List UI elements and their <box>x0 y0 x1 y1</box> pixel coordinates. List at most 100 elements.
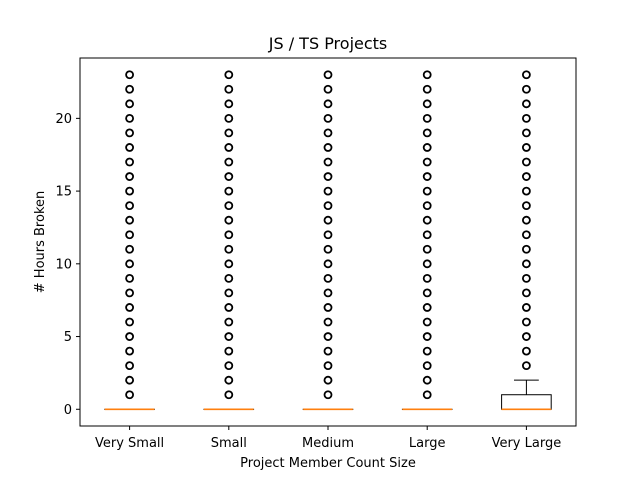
outlier-point <box>224 375 234 385</box>
outlier-point <box>224 128 234 138</box>
outlier-point <box>323 201 333 211</box>
outlier-point <box>422 201 432 211</box>
outlier-point <box>224 244 234 254</box>
outlier-point <box>125 70 135 80</box>
outlier-point <box>422 259 432 269</box>
outlier-point <box>125 317 135 327</box>
outlier-point <box>422 230 432 240</box>
outlier-point <box>224 288 234 298</box>
outlier-point <box>125 143 135 152</box>
outlier-point <box>323 113 333 123</box>
y-tick-label: 5 <box>64 330 72 345</box>
outlier-point <box>422 244 432 254</box>
outlier-point <box>422 273 432 283</box>
outlier-point <box>224 361 234 371</box>
outlier-point <box>522 172 531 181</box>
x-tick-label: Large <box>409 436 446 451</box>
outlier-point <box>323 375 333 385</box>
outlier-point <box>522 259 531 269</box>
outlier-point <box>422 361 432 371</box>
outlier-point <box>224 113 234 123</box>
outlier-point <box>522 230 531 240</box>
outlier-point <box>323 143 333 152</box>
outlier-point <box>323 317 333 327</box>
outlier-point <box>125 128 135 138</box>
outlier-point <box>323 332 333 341</box>
outlier-point <box>224 259 234 269</box>
outlier-point <box>522 99 531 109</box>
outlier-point <box>125 172 135 181</box>
outlier-point <box>224 215 234 225</box>
outlier-point <box>422 128 432 138</box>
outlier-point <box>323 99 333 109</box>
outlier-point <box>323 244 333 254</box>
outlier-point <box>323 288 333 298</box>
outlier-point <box>422 303 432 312</box>
y-tick-label: 20 <box>55 112 72 127</box>
outlier-point <box>522 84 531 94</box>
outlier-point <box>522 143 531 152</box>
outlier-point <box>522 332 531 341</box>
outlier-point <box>125 244 135 254</box>
outlier-point <box>125 332 135 341</box>
outlier-point <box>522 157 531 167</box>
x-tick-label: Very Small <box>95 436 164 451</box>
outlier-point <box>323 172 333 181</box>
outlier-point <box>224 172 234 181</box>
outlier-point <box>522 346 531 356</box>
outlier-point <box>522 113 531 123</box>
outlier-point <box>323 186 333 196</box>
y-tick-label: 15 <box>55 185 72 200</box>
outlier-point <box>125 201 135 211</box>
outlier-point <box>323 84 333 94</box>
outlier-point <box>422 113 432 123</box>
outlier-point <box>125 230 135 240</box>
outlier-point <box>522 317 531 327</box>
outlier-point <box>522 201 531 211</box>
outlier-point <box>522 70 531 80</box>
outlier-point <box>224 201 234 211</box>
outlier-point <box>224 317 234 327</box>
outlier-point <box>125 259 135 269</box>
outlier-point <box>422 390 432 400</box>
outlier-point <box>125 99 135 109</box>
outlier-point <box>323 230 333 240</box>
x-tick-label: Very Large <box>492 436 562 451</box>
outlier-point <box>422 346 432 356</box>
outlier-point <box>422 157 432 167</box>
y-axis-label: # Hours Broken <box>33 191 48 293</box>
outlier-point <box>125 390 135 400</box>
outlier-point <box>522 303 531 312</box>
outlier-point <box>522 361 531 371</box>
outlier-point <box>522 128 531 138</box>
outlier-point <box>522 215 531 225</box>
outlier-point <box>224 346 234 356</box>
outlier-point <box>323 273 333 283</box>
outlier-point <box>323 215 333 225</box>
outlier-point <box>224 303 234 312</box>
outlier-point <box>422 99 432 109</box>
outlier-point <box>323 390 333 400</box>
outlier-point <box>323 303 333 312</box>
outlier-point <box>422 215 432 225</box>
outlier-point <box>224 230 234 240</box>
outlier-point <box>224 70 234 80</box>
outlier-point <box>522 273 531 283</box>
outlier-point <box>125 84 135 94</box>
y-tick-label: 0 <box>64 403 72 418</box>
x-axis-label: Project Member Count Size <box>240 456 416 471</box>
outlier-point <box>125 113 135 123</box>
outlier-point <box>125 157 135 167</box>
outlier-point <box>422 375 432 385</box>
outlier-point <box>125 186 135 196</box>
box-very-large <box>501 394 552 410</box>
chart-title: JS / TS Projects <box>268 34 388 53</box>
x-tick-label: Small <box>211 436 247 451</box>
outlier-point <box>125 273 135 283</box>
outlier-point <box>125 288 135 298</box>
x-tick-label: Medium <box>302 436 354 451</box>
outlier-point <box>422 84 432 94</box>
outlier-point <box>125 375 135 385</box>
outlier-point <box>224 84 234 94</box>
outlier-point <box>422 70 432 80</box>
